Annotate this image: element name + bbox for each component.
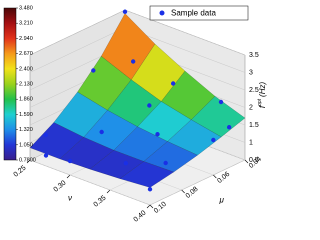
grid-line xyxy=(149,159,246,206)
sample-point xyxy=(122,9,128,14)
colorbar-tick-label: 2.400 xyxy=(19,66,33,72)
sample-point xyxy=(99,129,104,135)
x-tick-label: 0.30 xyxy=(53,180,68,194)
y-tick-label: 0.06 xyxy=(216,171,231,185)
x-tick xyxy=(146,204,151,209)
colorbar-tick-label: 2.940 xyxy=(19,36,33,42)
colorbar-tick-label: 1.590 xyxy=(19,112,33,118)
z-tick-label: 3 xyxy=(249,69,253,76)
grid-line xyxy=(29,159,151,206)
legend-box xyxy=(149,5,249,21)
y-tick xyxy=(149,204,154,209)
sample-point xyxy=(43,132,49,138)
colorbar-tick-label: 3.210 xyxy=(19,21,33,27)
chart: 0.511.522.533.50.250.300.350.400.040.060… xyxy=(3,5,267,224)
colorbar-tick-label: 3.480 xyxy=(19,5,33,11)
sample-point xyxy=(147,187,153,192)
x-tick xyxy=(106,189,111,194)
z-label-sup: opt xyxy=(257,98,263,106)
sample-point xyxy=(163,160,168,166)
y-tick xyxy=(213,174,217,179)
x-axis-label: ν xyxy=(68,194,72,203)
y-tick xyxy=(244,159,249,164)
colorbar-tick-label: 1.050 xyxy=(19,142,33,148)
x-tick-label: 0.35 xyxy=(93,195,108,209)
page: {"chart_data":{"type":"surface3d", "x_la… xyxy=(3,5,268,224)
legend-label: Sample data xyxy=(171,9,216,18)
y-tick-label: 0.08 xyxy=(185,186,200,200)
sample-point xyxy=(123,161,129,166)
z-label: f xyxy=(258,105,267,108)
colorbar-tick-label: 0.7800 xyxy=(19,157,36,163)
z-tick-label: 1 xyxy=(249,139,253,146)
colorbar-tick-label: 2.670 xyxy=(19,51,33,57)
x-tick xyxy=(26,159,31,164)
y-axis-label: μ xyxy=(219,196,225,205)
colorbar xyxy=(3,7,17,161)
legend-marker xyxy=(159,10,165,16)
z-tick-label: 1.5 xyxy=(249,122,259,129)
y-tick-label: 0.10 xyxy=(153,201,168,215)
x-tick xyxy=(66,174,71,179)
sample-point xyxy=(170,81,176,86)
sample-point xyxy=(218,99,224,105)
z-tick-label: 2 xyxy=(249,104,253,111)
sample-point xyxy=(211,137,216,143)
z-tick-label: 3.5 xyxy=(249,52,259,59)
z-axis-label: fopt(Hz) xyxy=(257,82,267,109)
x-tick-label: 0.25 xyxy=(13,165,28,179)
z-tick-label: 0.5 xyxy=(249,157,259,164)
sample-point xyxy=(155,132,160,137)
z-label-unit: (Hz) xyxy=(258,82,267,97)
sample-point xyxy=(147,103,152,108)
sample-point xyxy=(91,68,96,73)
colorbar-tick-label: 2.130 xyxy=(19,81,33,87)
x-tick-label: 0.40 xyxy=(133,210,148,224)
y-tick xyxy=(181,189,185,194)
sample-point xyxy=(226,125,232,130)
colorbar-tick-label: 1.860 xyxy=(19,97,33,103)
colorbar-tick-label: 1.320 xyxy=(19,127,33,133)
z-tick-label: 2.5 xyxy=(249,87,259,94)
sample-point xyxy=(43,153,49,158)
sample-point xyxy=(67,158,73,164)
sample-point xyxy=(130,59,136,64)
